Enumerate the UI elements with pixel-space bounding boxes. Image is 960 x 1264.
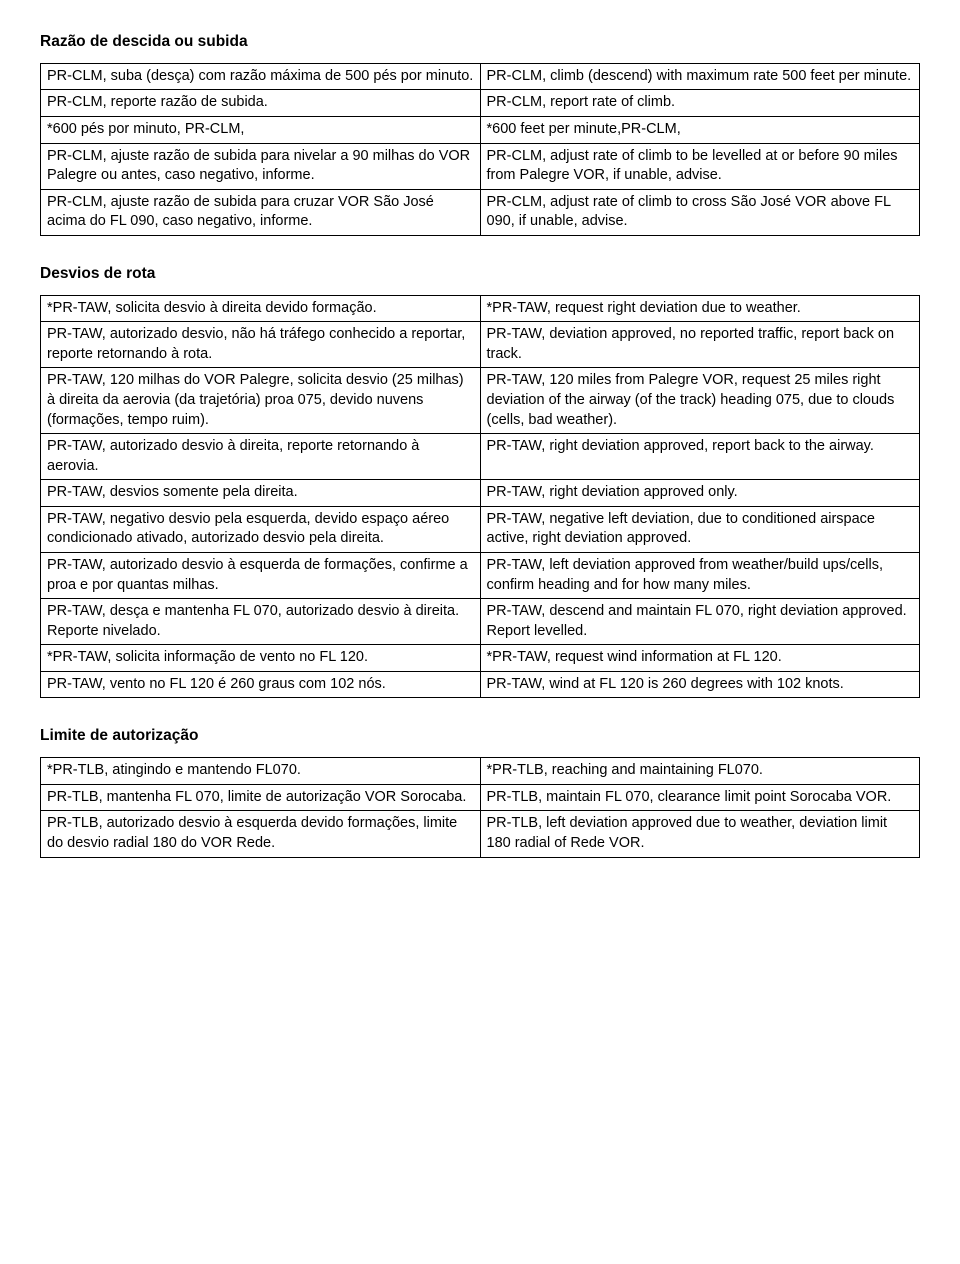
cell-en: PR-TAW, right deviation approved, report… [480,434,920,480]
cell-en: PR-TLB, left deviation approved due to w… [480,811,920,857]
cell-en: PR-CLM, adjust rate of climb to be level… [480,143,920,189]
table-row: PR-TAW, autorizado desvio à direita, rep… [41,434,920,480]
cell-en: PR-TAW, negative left deviation, due to … [480,506,920,552]
cell-pt: PR-CLM, suba (desça) com razão máxima de… [41,63,481,90]
table-row: *PR-TLB, atingindo e mantendo FL070.*PR-… [41,758,920,785]
cell-pt: PR-CLM, ajuste razão de subida para nive… [41,143,481,189]
cell-pt: PR-TLB, mantenha FL 070, limite de autor… [41,784,481,811]
cell-en: PR-TAW, wind at FL 120 is 260 degrees wi… [480,671,920,698]
cell-en: PR-TAW, right deviation approved only. [480,480,920,507]
section3-table: *PR-TLB, atingindo e mantendo FL070.*PR-… [40,757,920,857]
cell-pt: PR-TAW, autorizado desvio, não há tráfeg… [41,322,481,368]
table-row: PR-TLB, autorizado desvio à esquerda dev… [41,811,920,857]
cell-pt: PR-TAW, desça e mantenha FL 070, autoriz… [41,599,481,645]
table-row: PR-TAW, autorizado desvio à esquerda de … [41,552,920,598]
cell-pt: PR-CLM, ajuste razão de subida para cruz… [41,189,481,235]
cell-en: PR-TAW, left deviation approved from wea… [480,552,920,598]
cell-pt: PR-TAW, autorizado desvio à direita, rep… [41,434,481,480]
cell-en: PR-TAW, descend and maintain FL 070, rig… [480,599,920,645]
table-row: PR-TLB, mantenha FL 070, limite de autor… [41,784,920,811]
section3-title: Limite de autorização [40,726,920,747]
cell-pt: PR-TAW, autorizado desvio à esquerda de … [41,552,481,598]
cell-pt: *PR-TLB, atingindo e mantendo FL070. [41,758,481,785]
cell-en: PR-CLM, report rate of climb. [480,90,920,117]
table-row: PR-TAW, 120 milhas do VOR Palegre, solic… [41,368,920,434]
cell-en: *600 feet per minute,PR-CLM, [480,117,920,144]
table-row: PR-TAW, desvios somente pela direita.PR-… [41,480,920,507]
table-row: PR-TAW, desça e mantenha FL 070, autoriz… [41,599,920,645]
cell-pt: *PR-TAW, solicita informação de vento no… [41,645,481,672]
cell-pt: PR-TAW, 120 milhas do VOR Palegre, solic… [41,368,481,434]
cell-en: *PR-TAW, request wind information at FL … [480,645,920,672]
cell-pt: *600 pés por minuto, PR-CLM, [41,117,481,144]
table-row: *PR-TAW, solicita desvio à direita devid… [41,295,920,322]
section2-title: Desvios de rota [40,264,920,285]
cell-pt: PR-CLM, reporte razão de subida. [41,90,481,117]
cell-en: PR-TLB, maintain FL 070, clearance limit… [480,784,920,811]
table-row: PR-TAW, autorizado desvio, não há tráfeg… [41,322,920,368]
section1-title: Razão de descida ou subida [40,32,920,53]
table-row: PR-TAW, negativo desvio pela esquerda, d… [41,506,920,552]
cell-pt: PR-TAW, negativo desvio pela esquerda, d… [41,506,481,552]
cell-pt: *PR-TAW, solicita desvio à direita devid… [41,295,481,322]
cell-en: PR-TAW, 120 miles from Palegre VOR, requ… [480,368,920,434]
cell-pt: PR-TLB, autorizado desvio à esquerda dev… [41,811,481,857]
cell-en: PR-CLM, climb (descend) with maximum rat… [480,63,920,90]
cell-en: PR-CLM, adjust rate of climb to cross Sã… [480,189,920,235]
table-row: PR-CLM, ajuste razão de subida para nive… [41,143,920,189]
cell-pt: PR-TAW, desvios somente pela direita. [41,480,481,507]
cell-pt: PR-TAW, vento no FL 120 é 260 graus com … [41,671,481,698]
cell-en: PR-TAW, deviation approved, no reported … [480,322,920,368]
cell-en: *PR-TAW, request right deviation due to … [480,295,920,322]
table-row: PR-CLM, reporte razão de subida.PR-CLM, … [41,90,920,117]
cell-en: *PR-TLB, reaching and maintaining FL070. [480,758,920,785]
section2-table: *PR-TAW, solicita desvio à direita devid… [40,295,920,699]
table-row: PR-CLM, ajuste razão de subida para cruz… [41,189,920,235]
table-row: *600 pés por minuto, PR-CLM,*600 feet pe… [41,117,920,144]
table-row: PR-TAW, vento no FL 120 é 260 graus com … [41,671,920,698]
table-row: PR-CLM, suba (desça) com razão máxima de… [41,63,920,90]
section1-table: PR-CLM, suba (desça) com razão máxima de… [40,63,920,236]
table-row: *PR-TAW, solicita informação de vento no… [41,645,920,672]
